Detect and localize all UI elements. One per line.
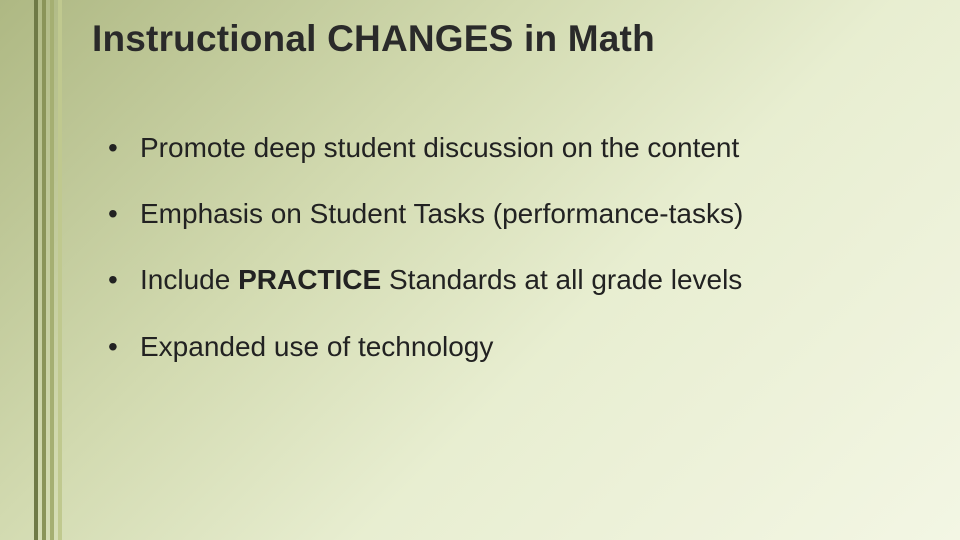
slide-title: Instructional CHANGES in Math	[92, 18, 900, 60]
list-item: Promote deep student discussion on the c…	[102, 132, 862, 164]
list-item: Expanded use of technology	[102, 331, 862, 363]
list-item: Emphasis on Student Tasks (performance-t…	[102, 198, 862, 230]
slide: Instructional CHANGES in Math Promote de…	[0, 0, 960, 540]
bullet-text-pre: Include	[140, 264, 238, 295]
list-item: Include PRACTICE Standards at all grade …	[102, 264, 862, 296]
bullet-text-post: Standards at all grade levels	[381, 264, 742, 295]
bullet-list: Promote deep student discussion on the c…	[102, 132, 900, 363]
bullet-text-bold: PRACTICE	[238, 264, 381, 295]
